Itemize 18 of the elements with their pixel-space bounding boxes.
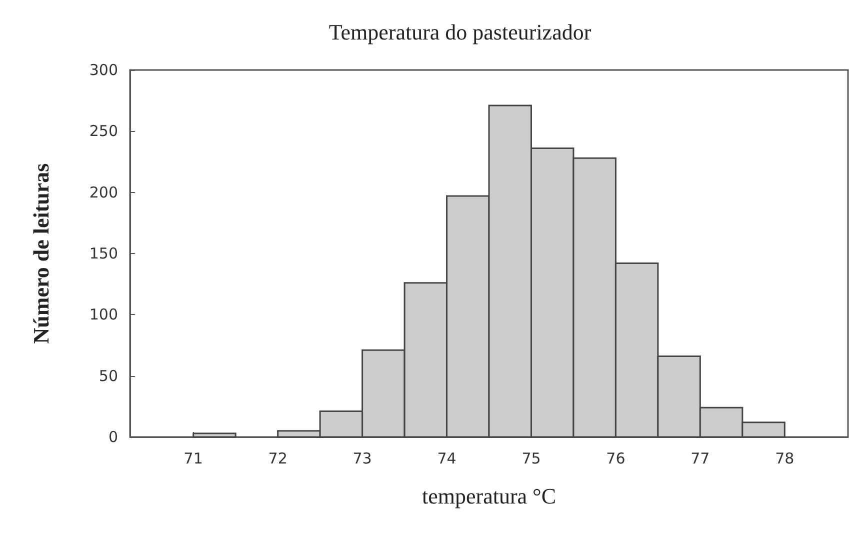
x-tick-label: 77 — [690, 450, 710, 468]
y-tick-label: 100 — [89, 306, 118, 324]
x-tick-label: 75 — [522, 450, 541, 468]
y-tick-label: 50 — [98, 366, 118, 385]
x-tick-label: 73 — [352, 450, 372, 468]
y-tick-label: 250 — [89, 122, 118, 140]
x-tick-label: 71 — [184, 450, 203, 468]
y-tick-label: 200 — [89, 183, 118, 202]
x-tick-label: 72 — [268, 450, 288, 468]
y-tick-label: 0 — [108, 428, 118, 446]
chart-title: Temperatura do pasteurizador — [328, 20, 592, 44]
x-tick-label: 78 — [775, 450, 794, 468]
y-tick-label: 300 — [89, 61, 118, 79]
x-tick-label: 76 — [606, 450, 626, 468]
y-axis-title: Número de leituras — [28, 162, 54, 344]
x-axis-title: temperatura °C — [422, 484, 556, 508]
x-tick-label: 74 — [437, 450, 456, 468]
y-tick-label: 150 — [89, 244, 118, 262]
